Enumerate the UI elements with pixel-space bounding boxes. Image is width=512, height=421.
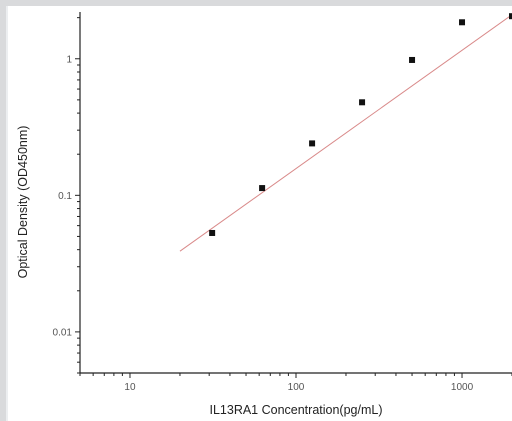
x-tick-label: 1000	[451, 382, 474, 393]
chart-fit-line-group	[179, 14, 512, 252]
data-point	[209, 229, 216, 236]
y-tick-label: 0.1	[58, 191, 72, 202]
chart-axes	[79, 12, 512, 374]
data-point	[359, 99, 366, 106]
y-axis-title: Optical Density (OD450nm)	[16, 126, 30, 279]
window-left-inner-border	[6, 6, 8, 421]
data-point	[259, 185, 266, 192]
window-top-border	[0, 0, 512, 6]
window-left-border	[0, 0, 6, 421]
data-point	[459, 19, 466, 26]
x-axis-title: IL13RA1 Concentration(pg/mL)	[209, 403, 382, 417]
data-point	[409, 56, 416, 63]
chart-ticks: 10 100 1000 0.01 0.1 1	[53, 17, 512, 393]
x-tick-label: 100	[288, 382, 305, 393]
chart-points	[209, 13, 512, 236]
data-point	[509, 13, 512, 20]
fit-line	[179, 14, 512, 252]
y-tick-label: 1	[66, 54, 72, 65]
data-point	[309, 140, 316, 147]
y-tick-label: 0.01	[53, 327, 73, 338]
x-tick-label: 10	[124, 382, 136, 393]
